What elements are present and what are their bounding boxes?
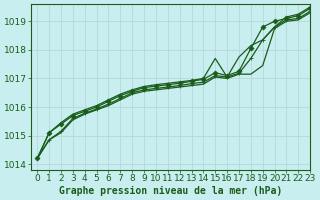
X-axis label: Graphe pression niveau de la mer (hPa): Graphe pression niveau de la mer (hPa) [59, 186, 282, 196]
